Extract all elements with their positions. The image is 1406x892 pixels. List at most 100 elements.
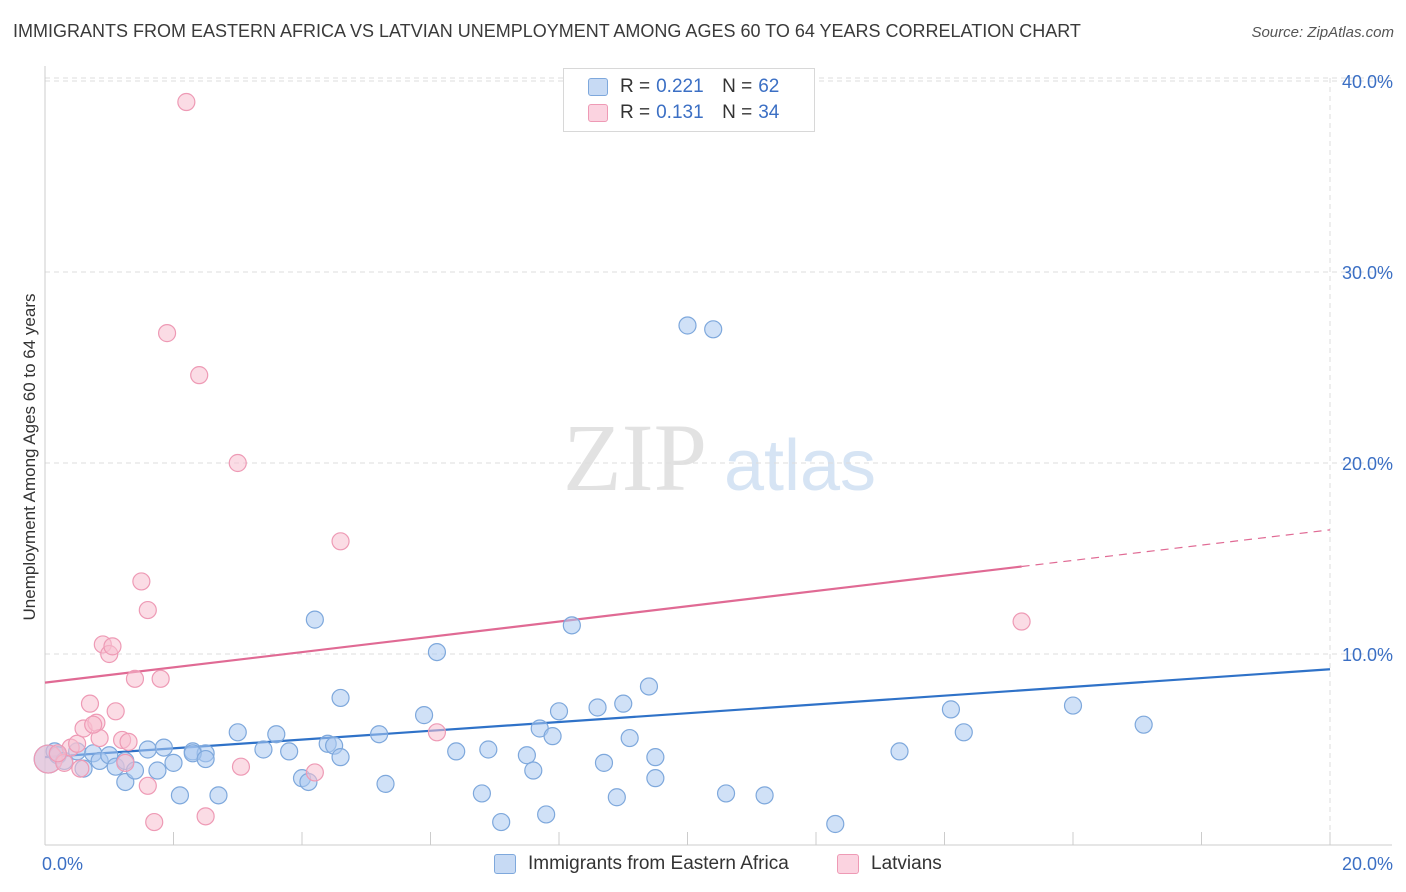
point-eastern-africa [479,740,498,759]
point-eastern-africa [890,742,909,761]
point-eastern-africa [549,702,569,721]
point-eastern-africa [614,694,633,713]
point-latvians [119,732,138,751]
point-latvians [138,776,157,795]
point-latvians [157,324,177,343]
x-tick-label-min: 0.0% [42,854,83,874]
point-eastern-africa [414,706,434,725]
point-eastern-africa [537,805,556,824]
point-eastern-africa [447,742,466,761]
point-eastern-africa [646,748,665,767]
chart-title: IMMIGRANTS FROM EASTERN AFRICA VS LATVIA… [13,21,1081,41]
watermark-zip: ZIP [563,404,707,511]
point-latvians [305,763,324,782]
axes [44,66,1392,846]
trend-line-latvians [44,565,1022,684]
point-eastern-africa [524,761,543,780]
bottom-legend-series1: Immigrants from Eastern Africa [494,852,789,876]
bottom-legend-swatch-blue [494,854,516,874]
point-eastern-africa [170,786,190,805]
legend-r-label: R = [620,76,651,97]
point-latvians [228,453,247,473]
point-eastern-africa [138,740,157,759]
y-tick-label: 30.0% [1342,263,1393,283]
point-eastern-africa [543,727,562,746]
trend-line-eastern-africa [44,668,1331,759]
point-eastern-africa [154,738,173,757]
point-eastern-africa [305,610,324,629]
point-eastern-africa [941,700,961,719]
point-eastern-africa [755,786,774,805]
point-eastern-africa [492,812,511,832]
point-eastern-africa [620,728,639,748]
point-latvians [106,702,125,721]
point-eastern-africa [267,725,286,744]
point-latvians [177,92,196,112]
point-eastern-africa [704,320,723,339]
legend-n-value: 34 [758,102,780,123]
point-latvians [116,753,135,772]
point-latvians [71,759,90,778]
point-eastern-africa [164,753,183,772]
point-latvians [151,669,170,688]
watermark-atlas: atlas [724,426,876,506]
point-eastern-africa [331,748,350,767]
x-tick-label-max: 20.0% [1342,854,1393,874]
point-eastern-africa [1063,696,1083,715]
bottom-legend-label-series2: Latvians [871,853,942,874]
grid-lines [45,77,1392,845]
legend-row-series1: R = 0.221 N = 62 [588,75,779,99]
point-latvians [80,694,100,713]
point-eastern-africa [588,698,607,717]
point-eastern-africa [148,761,167,780]
legend-row-series2: R = 0.131 N = 34 [588,101,779,125]
legend-swatch-pink [588,104,608,122]
point-latvians [1012,612,1031,631]
legend-n-value: 62 [758,76,780,97]
point-eastern-africa [196,749,215,769]
bottom-legend-swatch-pink [837,854,859,874]
point-latvians [84,715,103,734]
point-eastern-africa [254,740,273,759]
point-latvians [68,734,87,753]
watermark: ZIP atlas [563,404,876,511]
chart-source: Source: ZipAtlas.com [1251,24,1394,41]
point-latvians [190,366,209,385]
bottom-legend-label-series1: Immigrants from Eastern Africa [528,853,789,874]
y-tick-label: 10.0% [1342,645,1393,665]
point-eastern-africa [639,677,659,696]
point-eastern-africa [370,725,389,744]
point-latvians [196,807,215,826]
point-latvians [331,532,350,551]
legend-swatch-blue [588,78,608,96]
point-latvians [132,572,151,591]
legend-n-label: N = [722,76,753,97]
point-eastern-africa [826,814,845,834]
legend-r-label: R = [620,102,651,123]
point-eastern-africa [331,688,350,708]
point-latvians [138,600,157,620]
point-eastern-africa [716,784,736,803]
data-points [33,92,1153,834]
point-eastern-africa [517,746,536,765]
point-eastern-africa [376,774,395,793]
point-eastern-africa [280,742,299,761]
point-eastern-africa [562,616,581,635]
point-eastern-africa [1134,715,1153,734]
point-latvians [427,723,447,742]
y-tick-label: 40.0% [1342,72,1393,92]
point-latvians [145,812,164,832]
point-eastern-africa [594,753,614,772]
point-eastern-africa [228,723,247,742]
trend-line-latvians-extension [1021,529,1331,568]
legend-r-value: 0.131 [656,102,704,123]
stats-legend: R = 0.221 N = 62 R = 0.131 N = 34 [563,68,815,132]
point-eastern-africa [954,723,973,742]
point-latvians [103,637,122,656]
point-latvians [48,744,67,763]
point-eastern-africa [472,784,491,803]
y-tick-label: 20.0% [1342,454,1393,474]
tick-labels: 10.0% 20.0% 30.0% 40.0% 0.0% 20.0% [42,72,1393,874]
point-eastern-africa [678,316,697,335]
